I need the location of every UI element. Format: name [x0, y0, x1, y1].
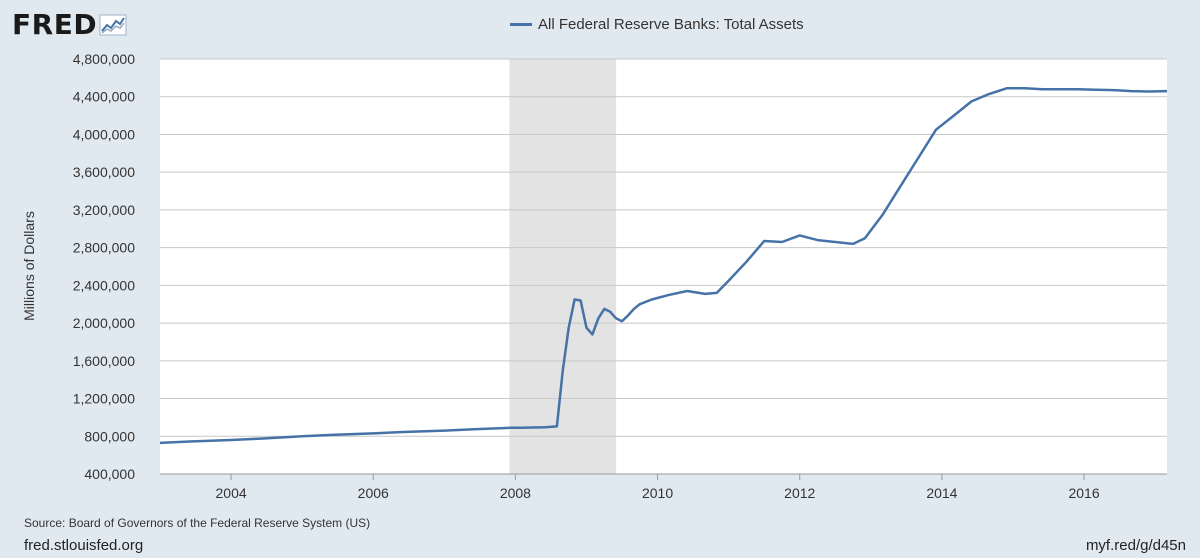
x-tick-label: 2008: [500, 485, 531, 501]
y-tick-label: 4,000,000: [73, 126, 135, 142]
y-tick-label: 2,400,000: [73, 277, 135, 293]
y-tick-label: 3,200,000: [73, 202, 135, 218]
source-note: Source: Board of Governors of the Federa…: [24, 516, 371, 530]
y-tick-label: 1,200,000: [73, 391, 135, 407]
plot-background: [160, 59, 1167, 474]
series-layer: [159, 86, 1168, 445]
fred-logo-text: FRED: [12, 8, 98, 41]
y-tick-label: 3,600,000: [73, 164, 135, 180]
short-url-link[interactable]: myf.red/g/d45n: [1085, 537, 1186, 554]
recession-shading: [509, 59, 617, 474]
x-tick-label: 2006: [358, 485, 389, 501]
y-tick-label: 2,800,000: [73, 240, 135, 256]
series-line: [159, 86, 1168, 445]
chart-area[interactable]: 400,000 800,000 1,200,000 1,600,000 2,000,00…: [0, 0, 1200, 510]
x-tick-label: 2012: [784, 485, 815, 501]
y-tick-label: 4,800,000: [73, 51, 135, 67]
x-tick-label: 2010: [642, 485, 673, 501]
y-tick-label: 2,000,000: [73, 315, 135, 331]
y-tick-label: 800,000: [84, 428, 135, 444]
x-tick-label: 2004: [216, 485, 247, 501]
site-link[interactable]: fred.stlouisfed.org: [24, 537, 144, 554]
legend-swatch: [510, 23, 532, 26]
legend-label: All Federal Reserve Banks: Total Assets: [538, 16, 804, 33]
y-tick-label: 4,400,000: [73, 89, 135, 105]
recession-layer: [509, 59, 617, 474]
y-axis-ticks: 400,000 800,000 1,200,000 1,600,000 2,000,00…: [73, 51, 136, 482]
fred-chart-icon: [99, 14, 127, 35]
x-tick-label: 2016: [1068, 485, 1099, 501]
chart-legend[interactable]: All Federal Reserve Banks: Total Assets: [510, 16, 804, 33]
fred-logo[interactable]: FRED: [12, 8, 127, 41]
x-tick-label: 2014: [926, 485, 957, 501]
x-axis-ticks: 2004 2006 2008 2010 2012 2014 2016: [160, 473, 1167, 501]
y-tick-label: 1,600,000: [73, 353, 135, 369]
y-tick-label: 400,000: [84, 466, 135, 482]
